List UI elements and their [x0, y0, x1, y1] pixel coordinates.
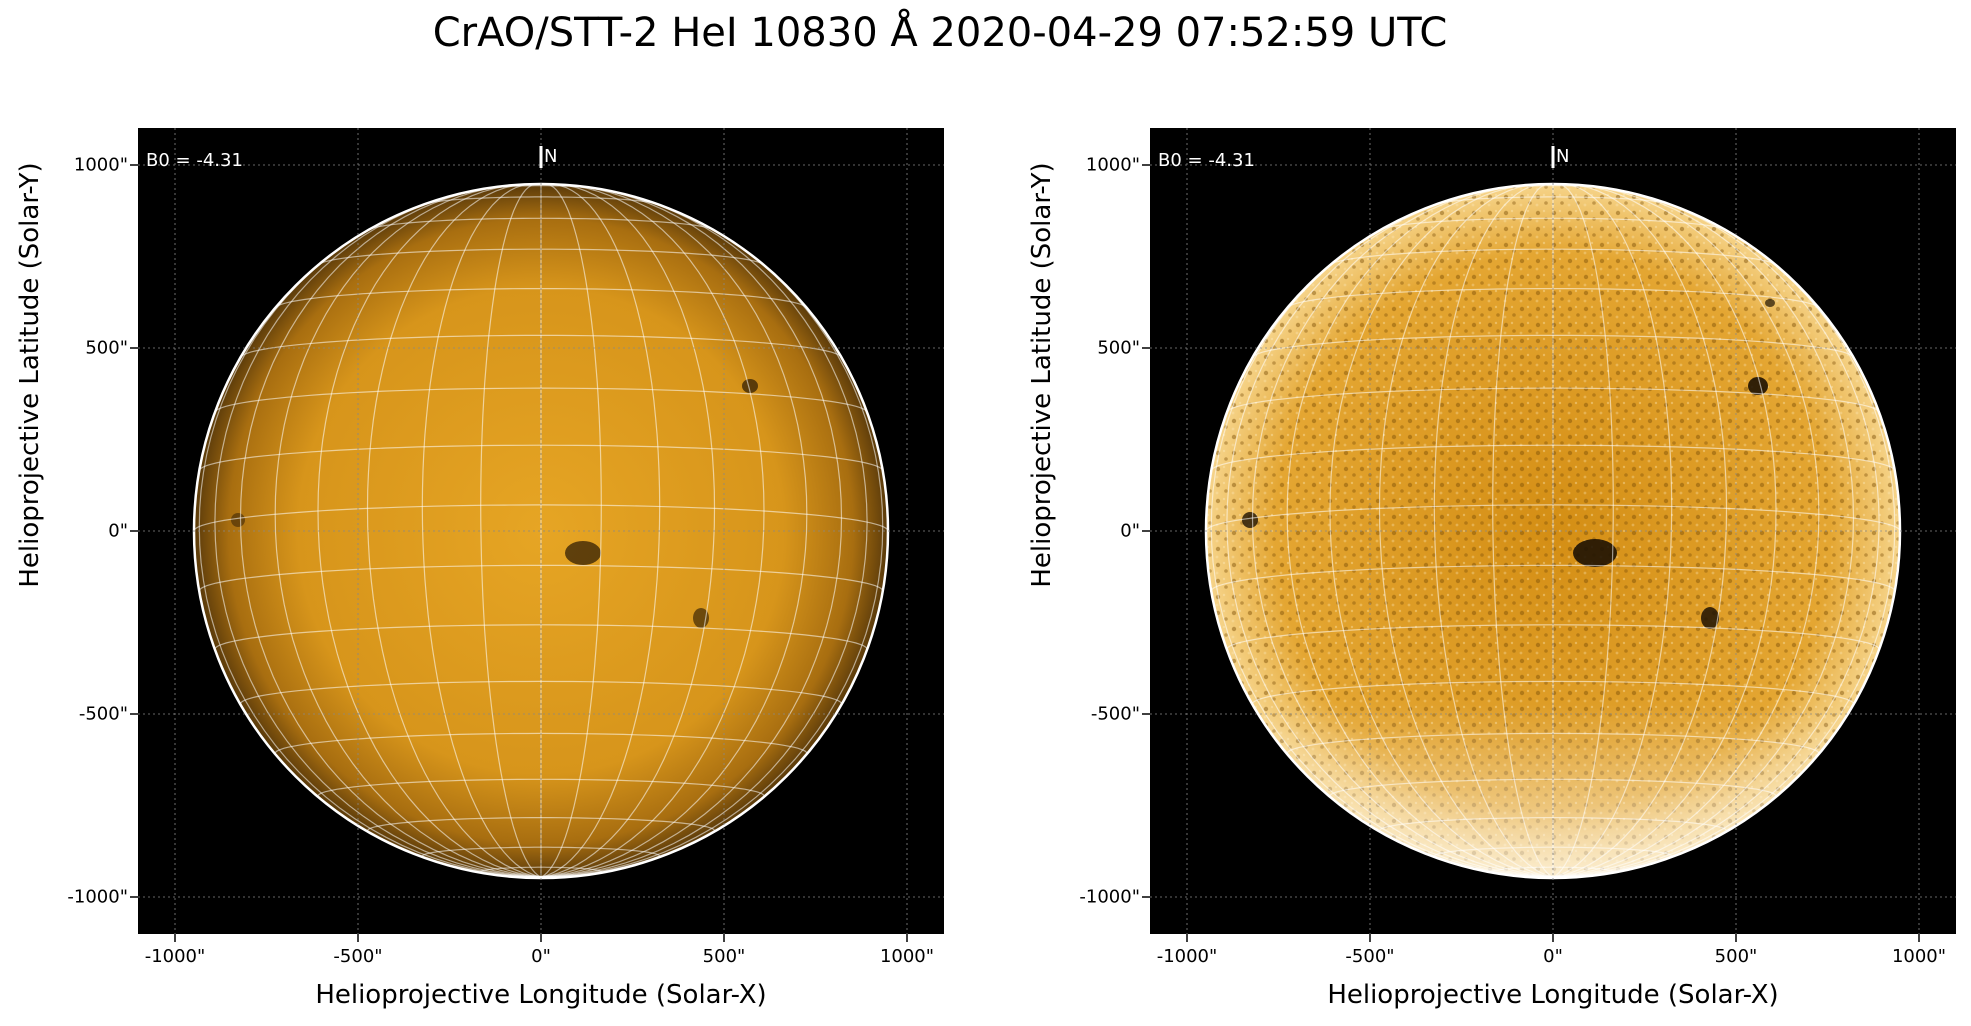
y-tick-label: -500": [78, 703, 128, 725]
y-tick-label: 1000": [1085, 154, 1140, 176]
x-tick-label: -500": [333, 946, 383, 967]
dark-features: [231, 379, 758, 628]
x-tick-label: -1000": [1156, 946, 1218, 967]
y-tick-label: 0": [1120, 520, 1140, 542]
x-tick-label: -1000": [144, 946, 206, 967]
y-tick-label: 1000": [73, 154, 128, 176]
dark-features: [1242, 299, 1775, 629]
b0-label: B0 = -4.31: [1158, 150, 1255, 171]
x-tick-label: 500": [1714, 946, 1758, 967]
x-tick-label: 0": [531, 946, 551, 967]
x-tick-label: 1000": [879, 946, 935, 967]
north-label: N: [1556, 146, 1570, 167]
x-tick-label: 1000": [1891, 946, 1947, 967]
b0-label: B0 = -4.31: [146, 150, 243, 171]
y-tick-label: -1000": [67, 886, 128, 908]
x-tick-label: 500": [702, 946, 746, 967]
north-label: N: [544, 146, 558, 167]
y-tick-label: -1000": [1079, 886, 1140, 908]
solar-disk-panel-right: B0 = -4.31 N -1000" -500" 0" 500" 1000" …: [1027, 128, 1956, 1010]
x-tick-label: -500": [1345, 946, 1395, 967]
y-axis-label: Helioprojective Latitude (Solar-Y): [15, 162, 45, 588]
y-tick-label: 0": [108, 520, 128, 542]
y-tick-label: 500": [85, 337, 128, 359]
axis-ticks: [130, 164, 908, 942]
axis-gridlines: [1150, 128, 1956, 934]
solar-disk-panel-left: B0 = -4.31 N -1000" -500" 0" 500" 1000" …: [15, 128, 944, 1010]
heliographic-grid: [1206, 184, 1900, 878]
solar-image-right: [1142, 128, 1956, 942]
y-tick-label: 500": [1097, 337, 1140, 359]
x-tick-label: 0": [1543, 946, 1563, 967]
y-axis-label: Helioprojective Latitude (Solar-Y): [1027, 162, 1057, 588]
x-axis-label: Helioprojective Longitude (Solar-X): [315, 980, 767, 1010]
axis-ticks: [1142, 164, 1920, 942]
x-axis-label: Helioprojective Longitude (Solar-X): [1327, 980, 1779, 1010]
y-tick-label: -500": [1090, 703, 1140, 725]
figure-title: CrAO/STT-2 HeI 10830 Å 2020-04-29 07:52:…: [432, 10, 1448, 56]
axis-gridlines: [138, 128, 944, 934]
solar-image-left: [130, 128, 944, 942]
